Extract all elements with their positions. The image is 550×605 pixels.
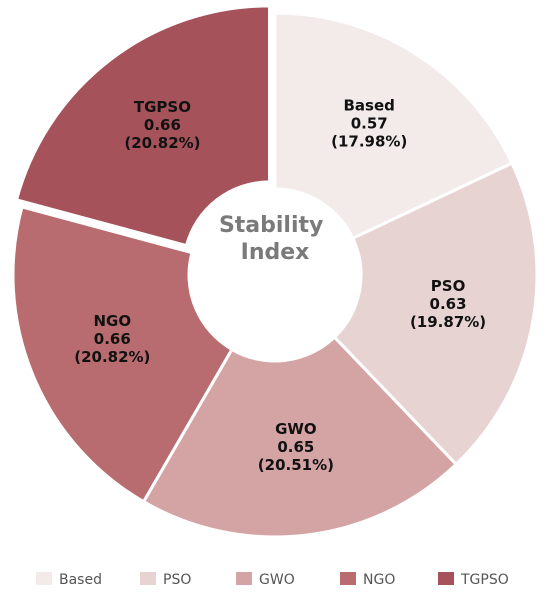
legend-item-based: Based: [36, 572, 102, 588]
slice-label-based: Based 0.57 (17.98%): [331, 96, 407, 150]
slices-group: [11, 4, 539, 539]
slice-label-category: NGO: [94, 312, 132, 330]
legend-swatch: [438, 572, 454, 585]
legend-label: PSO: [163, 572, 191, 588]
slice-tgpso: [14, 4, 272, 248]
legend-label: NGO: [363, 572, 395, 588]
legend-item-gwo: GWO: [236, 572, 295, 588]
legend-item-ngo: NGO: [340, 572, 395, 588]
center-title-line-2: Index: [241, 240, 310, 265]
legend-swatch: [140, 572, 156, 585]
slice-label-percent: (17.98%): [331, 132, 407, 150]
slice-label-value: 0.66: [144, 116, 181, 134]
legend-label: Based: [59, 572, 102, 588]
legend-swatch: [236, 572, 252, 585]
slice-label-value: 0.63: [430, 295, 467, 313]
legend-label: TGPSO: [460, 572, 509, 588]
legend-item-pso: PSO: [140, 572, 191, 588]
legend-swatch: [340, 572, 356, 585]
slice-label-category: GWO: [275, 420, 317, 438]
slice-label-ngo: NGO 0.66 (20.82%): [74, 312, 150, 366]
legend-swatch: [36, 572, 52, 585]
slice-label-percent: (20.82%): [74, 348, 150, 366]
slice-label-category: PSO: [431, 277, 466, 295]
slice-labels-group: Based 0.57 (17.98%)PSO 0.63 (19.87%)GWO 0.65(…: [74, 96, 486, 473]
legend: Based PSO GWO NGO TGPSO: [36, 572, 509, 588]
slice-label-percent: (20.51%): [258, 456, 334, 474]
slice-label-value: 0.65: [277, 438, 314, 456]
center-hole: [189, 189, 361, 361]
slice-label-value: 0.66: [94, 330, 131, 348]
center-title-line-1: Stability: [219, 213, 323, 238]
slice-label-category: TGPSO: [134, 98, 191, 116]
slice-label-pso: PSO 0.63 (19.87%): [410, 277, 486, 331]
slice-label-category: Based: [344, 96, 395, 114]
slice-label-value: 0.57: [351, 114, 388, 132]
center-title: Stability Index: [219, 213, 331, 265]
legend-label: GWO: [259, 572, 295, 588]
legend-item-tgpso: TGPSO: [438, 572, 509, 588]
slice-label-percent: (19.87%): [410, 313, 486, 331]
slice-label-gwo: GWO 0.65 (20.51%): [258, 420, 334, 474]
slice-label-percent: (20.82%): [124, 134, 200, 152]
slice-label-tgpso: TGPSO 0.66 (20.82%): [124, 98, 200, 152]
